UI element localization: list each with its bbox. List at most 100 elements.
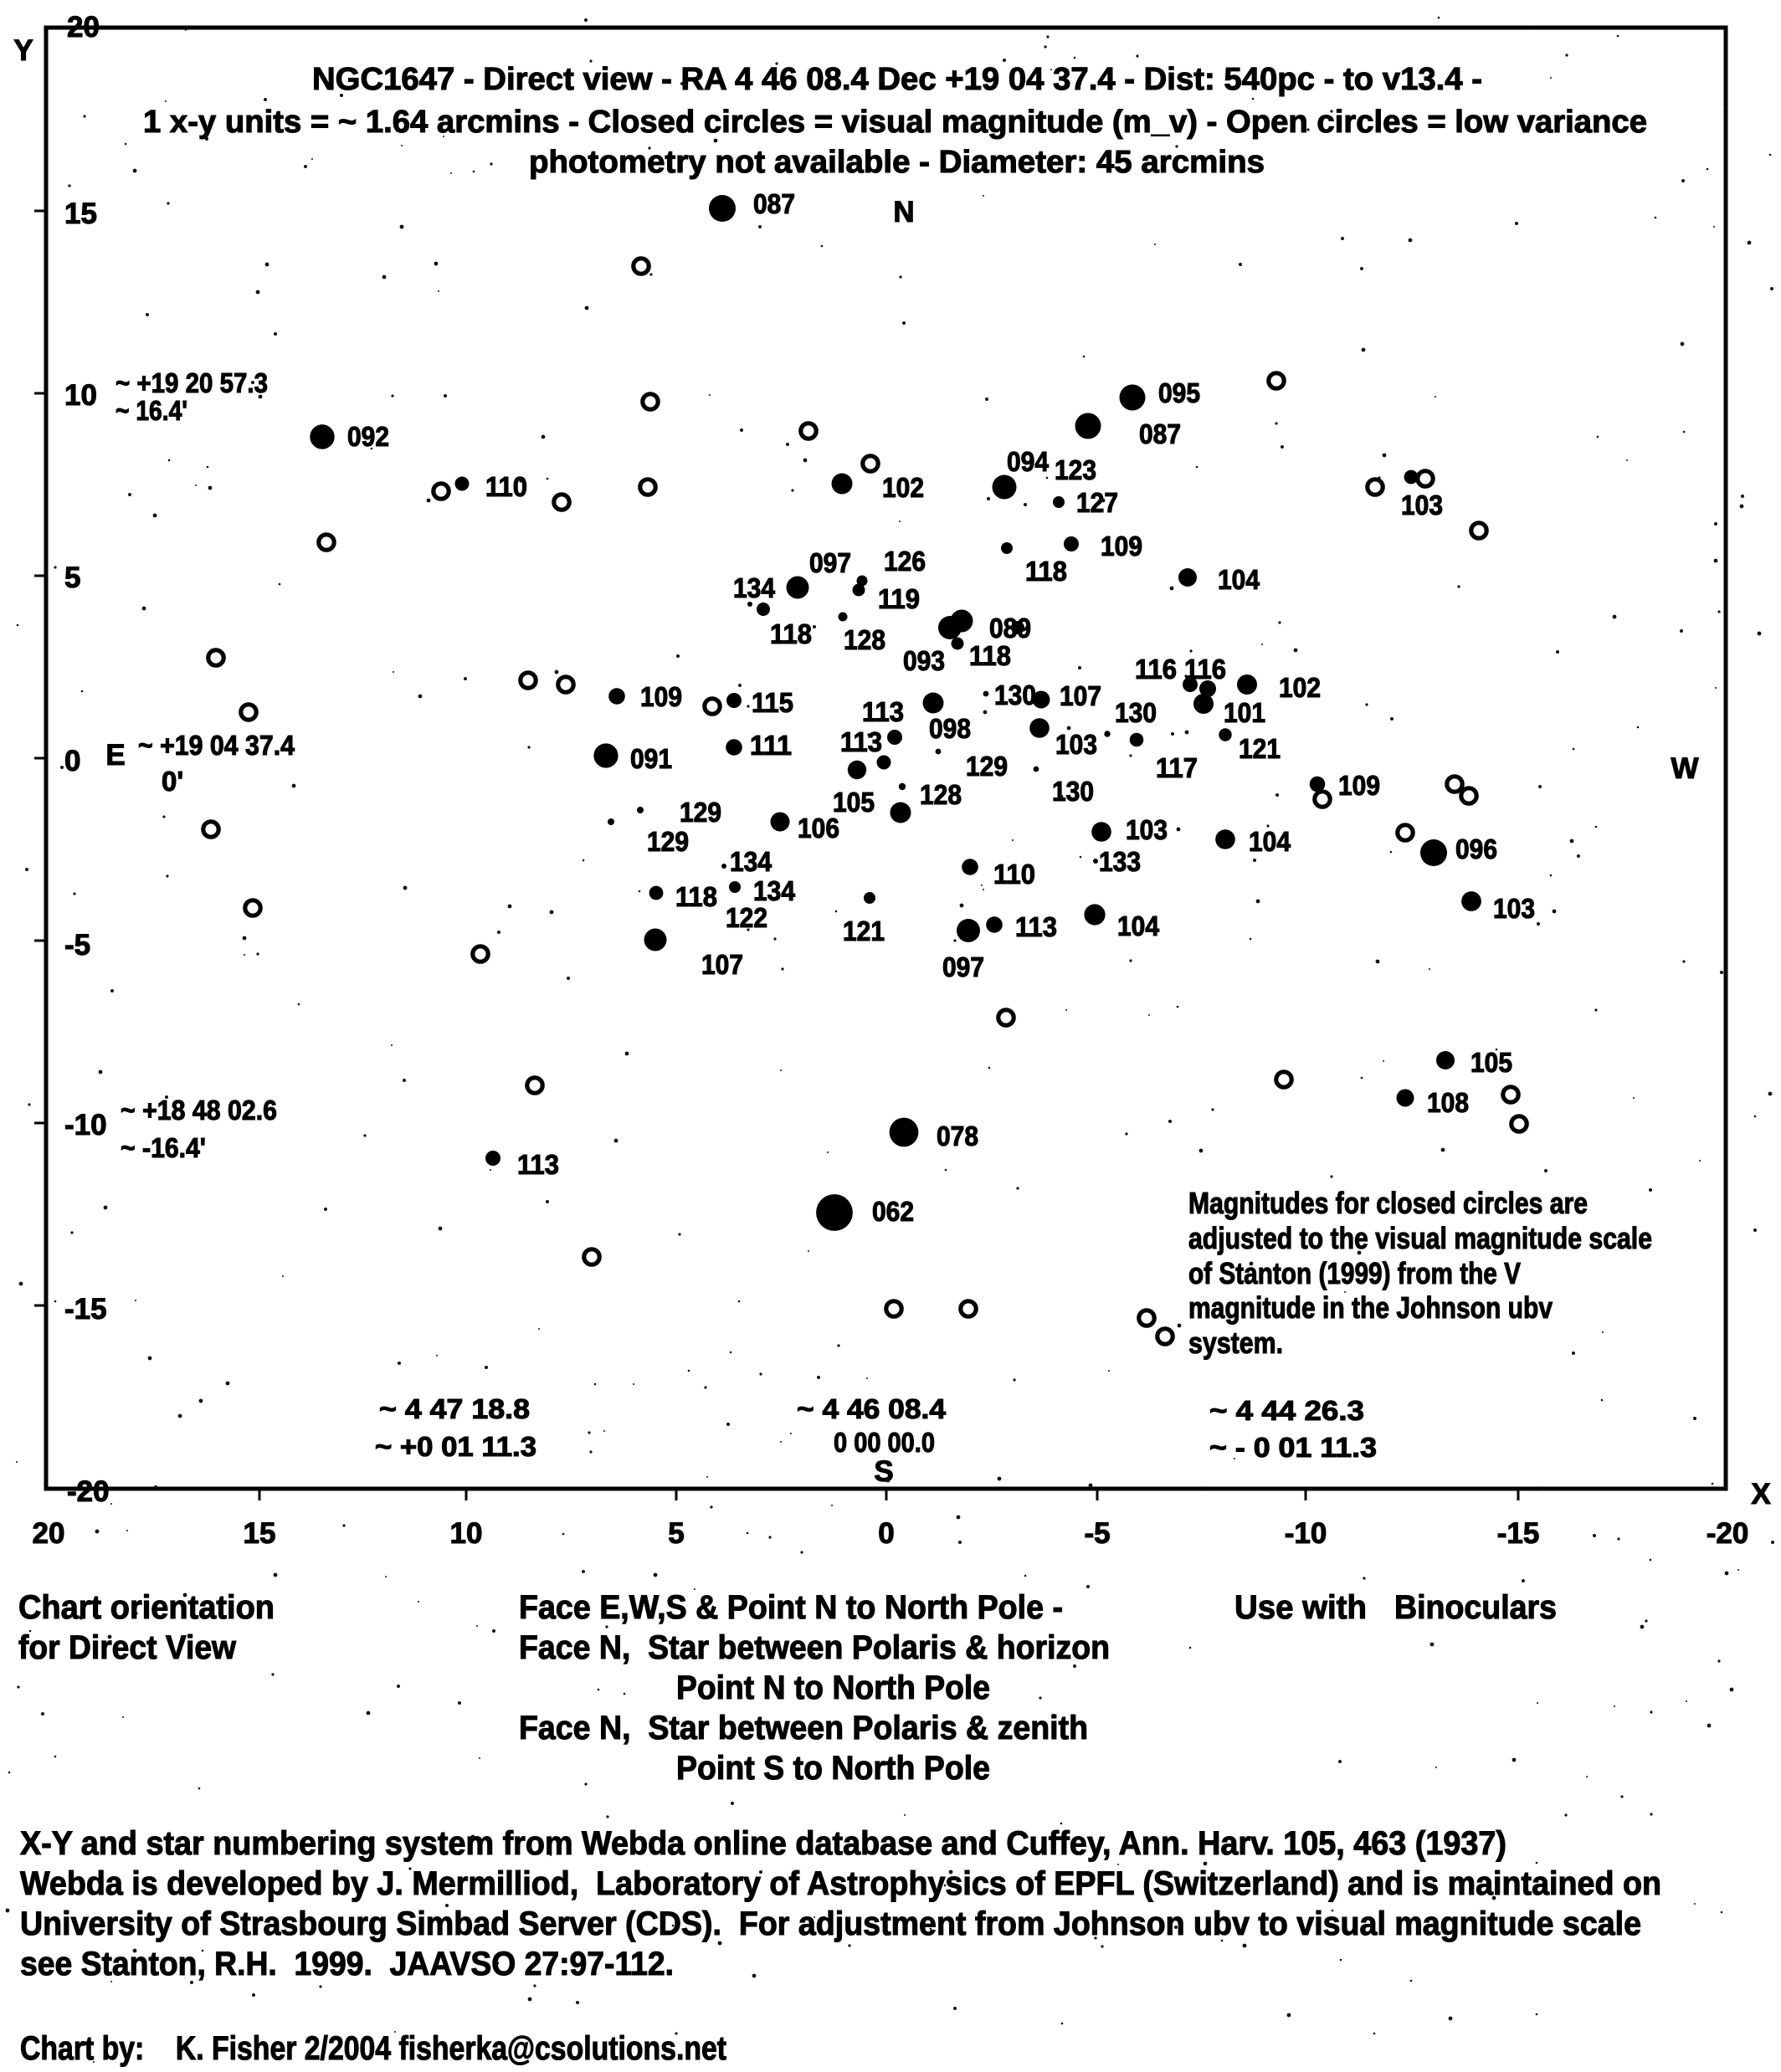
svg-text:118: 118 [969,640,1011,671]
svg-text:~ +18 48 02.6: ~ +18 48 02.6 [121,1095,277,1126]
svg-text:~ -16.4': ~ -16.4' [121,1132,206,1163]
svg-text:Face N, Star between Polaris: Face N, Star between Polaris & zenith [519,1710,1088,1746]
svg-text:115: 115 [752,687,793,718]
svg-text:~ 4 44 26.3: ~ 4 44 26.3 [1209,1395,1364,1426]
svg-text:15: 15 [244,1517,276,1550]
svg-text:134: 134 [753,875,796,906]
svg-text:097: 097 [809,547,851,578]
svg-text:see Stanton, R.H. 1999. JAAV: see Stanton, R.H. 1999. JAAVSO 27:97-112… [20,1946,674,1982]
svg-text:103: 103 [1055,729,1097,760]
svg-text:104: 104 [1249,826,1291,857]
svg-text:118: 118 [675,881,717,912]
svg-text:134: 134 [733,572,776,603]
svg-text:Magnitudes for closed circles: Magnitudes for closed circles are [1188,1186,1588,1220]
svg-text:103: 103 [1401,490,1443,521]
svg-text:-20: -20 [67,1475,110,1508]
svg-text:109: 109 [1338,770,1380,801]
svg-text:15: 15 [64,197,97,230]
svg-text:~ 16.4': ~ 16.4' [115,395,187,426]
svg-text:109: 109 [1101,531,1142,562]
svg-text:116: 116 [1184,654,1226,685]
svg-text:103: 103 [1126,814,1168,845]
svg-text:-5: -5 [64,929,90,962]
svg-text:Face N, Star between Polaris: Face N, Star between Polaris & horizon [519,1629,1110,1666]
svg-text:117: 117 [1156,752,1198,783]
svg-text:127: 127 [1076,487,1118,518]
svg-text:~ +0 01 11.3: ~ +0 01 11.3 [375,1431,536,1462]
svg-text:111: 111 [750,730,792,761]
svg-text:1 x-y units = ~ 1.64 arcmins -: 1 x-y units = ~ 1.64 arcmins - Closed ci… [143,105,1647,140]
svg-text:110: 110 [993,859,1035,890]
svg-text:E: E [105,739,125,772]
svg-text:118: 118 [770,618,812,649]
svg-text:105: 105 [1470,1047,1512,1078]
svg-text:-15: -15 [1497,1517,1540,1550]
svg-text:129: 129 [647,826,689,857]
svg-text:S: S [874,1455,893,1488]
svg-text:0: 0 [878,1517,894,1550]
svg-text:108: 108 [1427,1087,1469,1118]
svg-text:5: 5 [668,1517,684,1550]
svg-text:130: 130 [994,680,1036,710]
svg-text:110: 110 [485,471,527,502]
svg-text:106: 106 [798,813,839,844]
svg-text:093: 093 [903,645,945,676]
svg-text:113: 113 [862,696,904,727]
svg-text:for Direct View: for Direct View [18,1629,237,1666]
svg-text:0': 0' [162,766,183,797]
svg-text:101: 101 [1224,697,1265,728]
svg-text:062: 062 [872,1196,914,1227]
svg-text:091: 091 [630,743,672,774]
svg-text:-10: -10 [1285,1517,1327,1550]
svg-text:097: 097 [942,951,984,982]
svg-text:5: 5 [64,562,80,594]
svg-text:118: 118 [1025,556,1067,587]
svg-text:20: 20 [33,1517,65,1550]
svg-text:Chart orientation: Chart orientation [18,1589,275,1626]
svg-text:10: 10 [64,379,97,412]
svg-text:-20: -20 [1707,1517,1749,1550]
svg-text:104: 104 [1218,564,1260,595]
svg-text:magnitude in the Johnson ubv: magnitude in the Johnson ubv [1188,1290,1553,1325]
svg-text:119: 119 [878,583,920,614]
svg-text:123: 123 [1055,454,1096,485]
svg-text:N: N [893,196,914,228]
svg-text:121: 121 [843,915,885,946]
svg-text:system.: system. [1188,1326,1283,1360]
svg-text:102: 102 [1279,672,1321,703]
svg-text:photometry not available - Dia: photometry not available - Diameter: 45 … [529,145,1265,180]
svg-text:092: 092 [347,421,389,452]
svg-text:104: 104 [1117,910,1160,941]
svg-text:Point S to North Pole: Point S to North Pole [676,1750,990,1787]
svg-text:107: 107 [701,949,743,980]
svg-text:128: 128 [920,779,962,810]
svg-text:116: 116 [1135,654,1177,685]
svg-text:~ +19 20 57.3: ~ +19 20 57.3 [115,367,268,398]
svg-text:~ 4 46 08.4: ~ 4 46 08.4 [797,1393,947,1424]
svg-text:129: 129 [680,797,721,828]
svg-text:of Stanton (1999) from the V: of Stanton (1999) from the V [1188,1256,1521,1290]
svg-text:129: 129 [966,751,1008,782]
svg-text:~ +19 04 37.4: ~ +19 04 37.4 [138,730,295,761]
svg-text:094: 094 [1007,446,1050,477]
svg-text:Chart by: K. Fisher 2/2004: Chart by: K. Fisher 2/2004 fisherka@csol… [20,2030,726,2067]
svg-text:113: 113 [1015,911,1057,942]
svg-text:096: 096 [1455,833,1497,864]
svg-text:126: 126 [884,546,926,577]
svg-text:-5: -5 [1084,1517,1110,1550]
svg-text:Use with: Use with [1234,1589,1367,1626]
svg-text:113: 113 [517,1149,559,1180]
svg-text:130: 130 [1115,697,1157,728]
svg-text:University of Strasbourg Simba: University of Strasbourg Simbad Server (… [20,1905,1641,1942]
svg-text:-10: -10 [64,1109,107,1141]
svg-text:20: 20 [67,11,100,44]
svg-text:Binoculars: Binoculars [1394,1589,1557,1626]
svg-text:128: 128 [844,624,885,655]
svg-text:078: 078 [937,1121,978,1151]
svg-text:109: 109 [640,681,682,712]
svg-text:107: 107 [1060,680,1101,711]
svg-text:X: X [1751,1478,1771,1510]
svg-text:113: 113 [840,726,882,757]
svg-text:Y: Y [13,34,33,67]
svg-text:NGC1647 - Direct view - RA 4 4: NGC1647 - Direct view - RA 4 46 08.4 Dec… [312,62,1482,97]
